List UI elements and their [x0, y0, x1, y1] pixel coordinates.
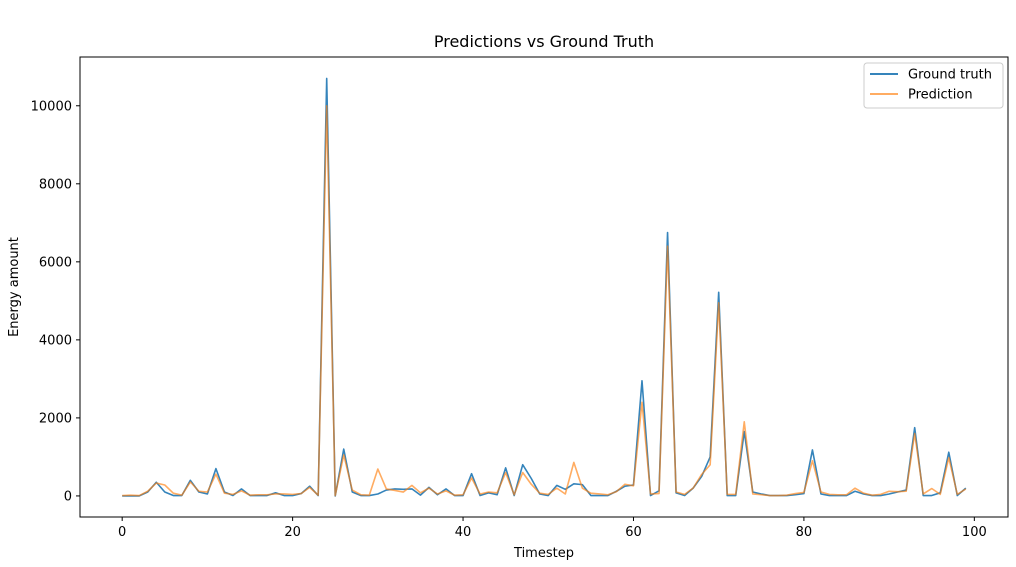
chart-title: Predictions vs Ground Truth: [434, 32, 654, 51]
legend-label-prediction: Prediction: [908, 88, 973, 103]
y-tick-label: 10000: [31, 99, 72, 114]
y-tick-label: 6000: [39, 255, 72, 270]
x-tick-label: 20: [284, 525, 301, 540]
x-tick-label: 0: [118, 525, 126, 540]
y-axis-label: Energy amount: [7, 237, 22, 337]
x-tick-label: 60: [625, 525, 642, 540]
legend-box: [863, 62, 1004, 109]
y-tick-label: 2000: [39, 411, 72, 426]
series-line-prediction: [122, 104, 967, 497]
y-tick-label: 0: [64, 489, 72, 504]
x-tick-label: 40: [455, 525, 472, 540]
plot-border: [79, 56, 1009, 518]
x-axis: 0 20 40 60 80 100: [118, 517, 987, 540]
x-tick-label: 80: [796, 525, 813, 540]
series-layer: [122, 77, 967, 497]
x-tick-label: 100: [962, 525, 987, 540]
series-line-ground-truth: [122, 77, 967, 497]
x-axis-label: Timestep: [513, 546, 574, 561]
plot-area: [79, 56, 1009, 518]
y-tick-label: 8000: [39, 177, 72, 192]
legend: Ground truth Prediction: [863, 62, 1004, 109]
y-axis: 0 2000 4000 6000 8000 10000: [31, 99, 80, 504]
y-tick-label: 4000: [39, 333, 72, 348]
legend-label-ground-truth: Ground truth: [908, 68, 992, 83]
